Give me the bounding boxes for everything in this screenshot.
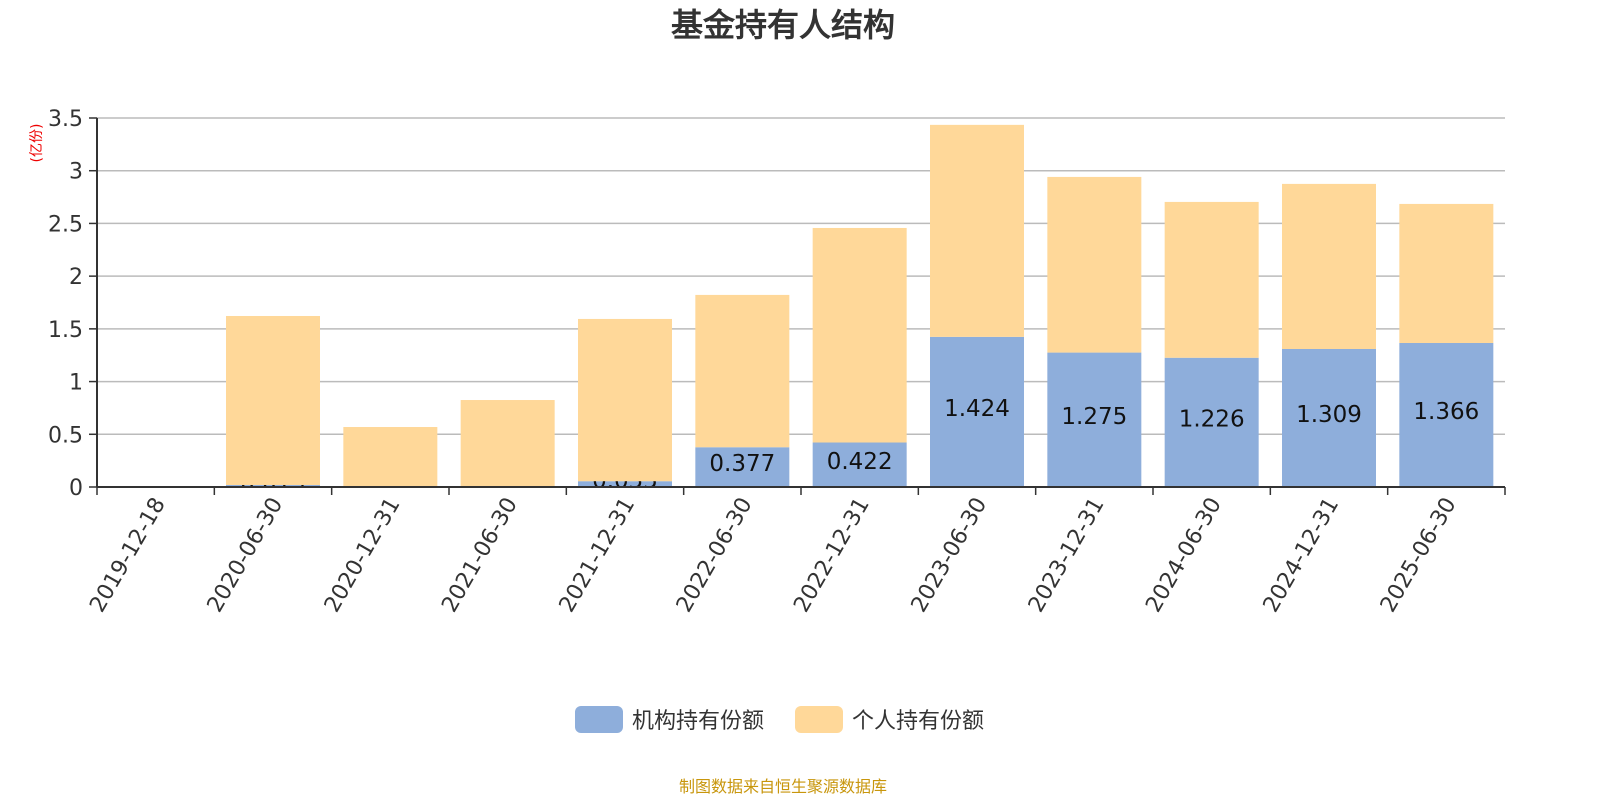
data-label: 1.424 (944, 396, 1010, 422)
data-label: 1.309 (1296, 402, 1362, 428)
legend-label: 机构持有份额 (632, 709, 764, 734)
bar-institutional (930, 336, 1024, 487)
legend-label: 个人持有份额 (852, 709, 984, 734)
x-tick-label: 2020-06-30 (203, 494, 289, 617)
legend-swatch (575, 706, 623, 733)
bar-individual (226, 315, 320, 485)
bar-individual (1282, 183, 1376, 349)
y-tick-label: 0 (69, 476, 83, 501)
bar-institutional (695, 447, 790, 487)
x-tick-label: 2025-06-30 (1376, 494, 1462, 617)
y-tick-label: 3 (69, 160, 83, 185)
bar-individual (695, 294, 790, 448)
x-tick-label: 2023-12-31 (1024, 494, 1110, 617)
bar-individual (1164, 201, 1259, 358)
y-tick-label: 0.5 (48, 423, 83, 448)
x-tick-label: 2024-12-31 (1259, 494, 1345, 617)
bar-institutional (1164, 357, 1259, 487)
x-tick-label: 2022-12-31 (789, 494, 875, 617)
data-label: 1.366 (1413, 399, 1479, 425)
bar-individual (343, 427, 438, 487)
bar-individual (1399, 203, 1494, 343)
y-tick-label: 1.5 (48, 318, 83, 343)
x-tick-label: 2021-12-31 (555, 494, 641, 617)
chart-title: 基金持有人结构 (671, 6, 895, 44)
y-axis-label: (亿份) (29, 124, 45, 163)
data-label: 0.422 (827, 449, 893, 475)
bar-institutional (1047, 352, 1142, 487)
legend-swatch (795, 706, 843, 733)
y-tick-label: 3.5 (48, 107, 83, 132)
bar-institutional (578, 481, 672, 487)
x-tick-label: 2022-06-30 (672, 494, 758, 617)
x-tick-label: 2024-06-30 (1141, 494, 1227, 617)
y-tick-label: 1 (69, 371, 83, 396)
y-tick-label: 2.5 (48, 212, 83, 237)
x-tick-label: 2019-12-18 (85, 494, 171, 617)
x-tick-label: 2021-06-30 (437, 494, 523, 617)
legend: 机构持有份额 个人持有份额 (575, 706, 984, 734)
data-label: 1.226 (1179, 406, 1245, 432)
bar-institutional (812, 442, 907, 487)
bar-individual (460, 400, 555, 487)
bar-institutional (226, 484, 320, 487)
bar-institutional (1399, 342, 1494, 487)
x-tick-label: 2020-12-31 (320, 494, 406, 617)
bar-individual (812, 227, 907, 443)
bar-individual (930, 124, 1024, 337)
x-tick-label: 2023-06-30 (907, 494, 993, 617)
bar-individual (1047, 176, 1142, 353)
y-tick-label: 2 (69, 265, 83, 290)
bar-individual (578, 318, 672, 482)
data-label: 1.275 (1061, 404, 1127, 430)
bar-institutional (1282, 348, 1376, 487)
data-label: 0.377 (709, 451, 775, 477)
source-note: 制图数据来自恒生聚源数据库 (679, 777, 887, 796)
